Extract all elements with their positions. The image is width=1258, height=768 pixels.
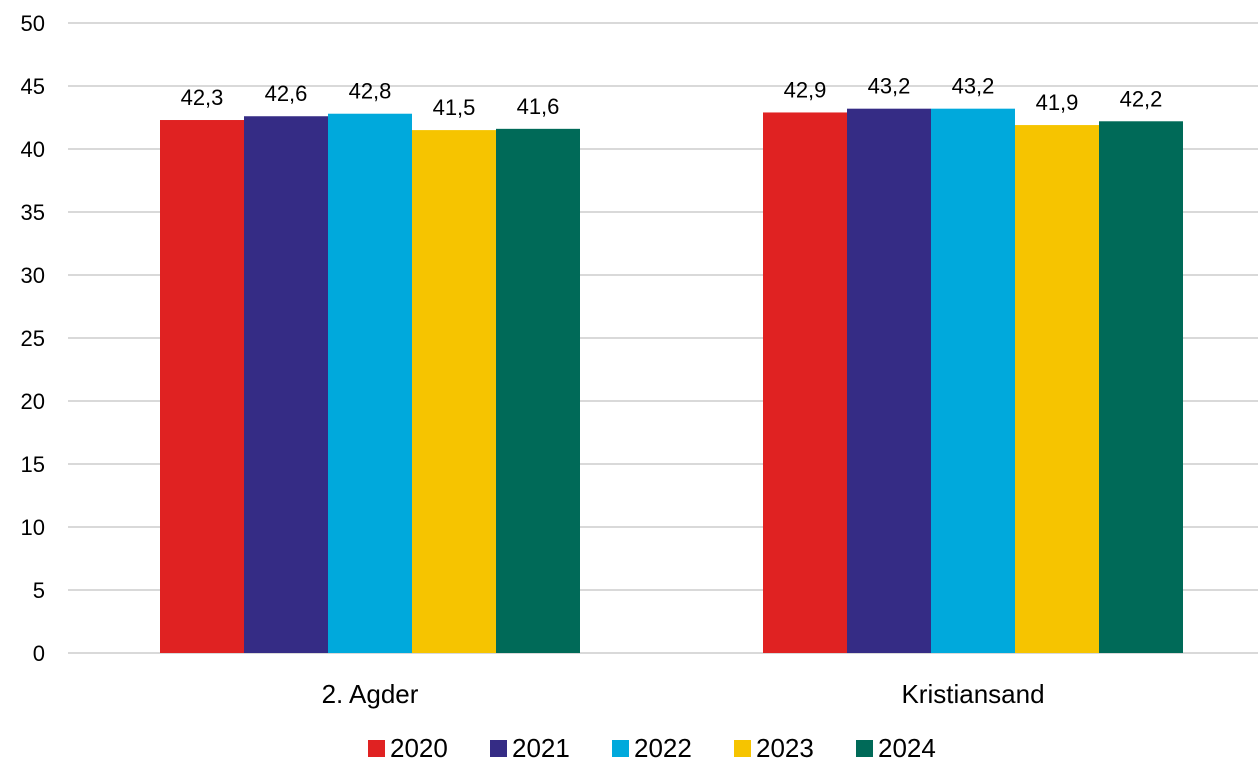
y-tick-label: 0 xyxy=(33,641,45,666)
y-tick-label: 25 xyxy=(21,326,45,351)
data-label: 42,6 xyxy=(265,81,308,106)
legend-swatch-2023 xyxy=(734,740,751,757)
y-tick-label: 15 xyxy=(21,452,45,477)
bar-2021-agder xyxy=(244,116,328,654)
legend-swatch-2022 xyxy=(612,740,629,757)
y-tick-label: 20 xyxy=(21,389,45,414)
bar-2022-agder xyxy=(328,113,412,654)
legend: 2020 2021 2022 2023 2024 xyxy=(368,733,936,763)
data-label: 42,3 xyxy=(181,85,224,110)
legend-swatch-2020 xyxy=(368,740,385,757)
bars xyxy=(160,108,1183,654)
y-axis-tick-labels: 0 5 10 15 20 25 30 35 40 45 50 xyxy=(21,11,45,666)
data-label: 42,9 xyxy=(784,77,827,102)
bar-2021-kristiansand xyxy=(847,108,931,654)
legend-swatch-2021 xyxy=(490,740,507,757)
y-tick-label: 30 xyxy=(21,263,45,288)
legend-swatch-2024 xyxy=(856,740,873,757)
legend-label: 2020 xyxy=(390,733,448,763)
y-tick-label: 40 xyxy=(21,137,45,162)
bar-2020-agder xyxy=(160,120,244,653)
data-label: 41,5 xyxy=(433,95,476,120)
legend-label: 2023 xyxy=(756,733,814,763)
bar-2023-kristiansand xyxy=(1015,125,1099,653)
bar-2024-agder xyxy=(496,128,580,654)
bar-2024-kristiansand xyxy=(1099,121,1183,653)
y-tick-label: 35 xyxy=(21,200,45,225)
x-category-label: 2. Agder xyxy=(322,679,419,709)
bar-2023-agder xyxy=(412,130,496,654)
data-label: 41,6 xyxy=(517,94,560,119)
bar-2022-kristiansand xyxy=(931,108,1015,654)
legend-label: 2022 xyxy=(634,733,692,763)
y-tick-label: 10 xyxy=(21,515,45,540)
data-label: 43,2 xyxy=(868,74,911,99)
data-label: 42,8 xyxy=(349,79,392,104)
y-tick-label: 50 xyxy=(21,11,45,36)
y-tick-label: 45 xyxy=(21,74,45,99)
x-axis-category-labels: 2. Agder Kristiansand xyxy=(322,679,1045,709)
y-tick-label: 5 xyxy=(33,578,45,603)
legend-label: 2024 xyxy=(878,733,936,763)
legend-label: 2021 xyxy=(512,733,570,763)
bar-2020-kristiansand xyxy=(763,112,847,653)
data-labels: 42,3 42,6 42,8 41,5 41,6 42,9 43,2 43,2 41,9 42,2 xyxy=(181,74,1163,120)
data-label: 41,9 xyxy=(1036,90,1079,115)
x-category-label: Kristiansand xyxy=(901,679,1044,709)
data-label: 42,2 xyxy=(1120,86,1163,111)
data-label: 43,2 xyxy=(952,74,995,99)
